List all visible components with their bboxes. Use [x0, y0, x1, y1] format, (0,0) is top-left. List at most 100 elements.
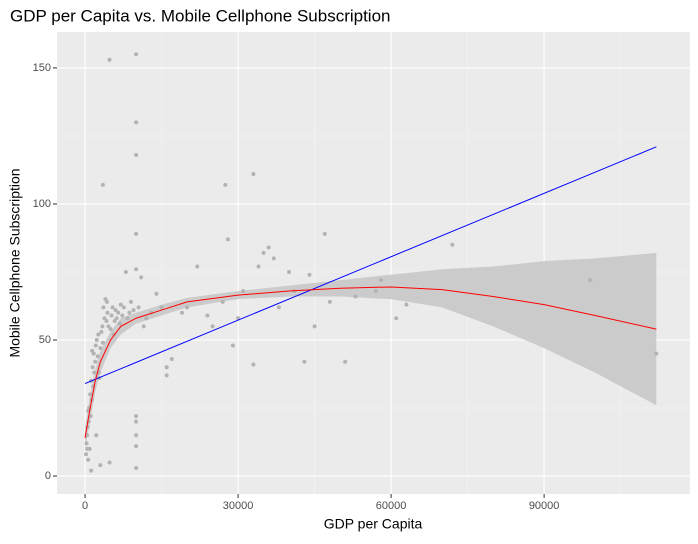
point: [251, 172, 256, 177]
point: [343, 359, 348, 364]
point: [86, 457, 91, 462]
point: [404, 302, 409, 307]
point: [302, 359, 307, 364]
x-tick-label: 0: [82, 500, 88, 512]
point: [134, 267, 139, 272]
point: [100, 324, 105, 329]
point: [107, 57, 112, 62]
point: [134, 433, 139, 438]
point: [113, 308, 118, 313]
point: [109, 313, 114, 318]
point: [93, 343, 98, 348]
point: [251, 362, 256, 367]
point: [241, 289, 246, 294]
point: [195, 264, 200, 269]
point: [98, 463, 103, 468]
point: [134, 465, 139, 470]
point: [112, 318, 117, 323]
linear-fit: [84, 146, 657, 384]
point: [102, 316, 107, 321]
point: [101, 305, 106, 310]
point: [266, 245, 271, 250]
x-axis-title: GDP per Capita: [324, 516, 423, 532]
point: [104, 299, 109, 304]
point: [110, 305, 115, 310]
y-tick-label: 0: [45, 470, 51, 482]
point: [394, 316, 399, 321]
point: [121, 305, 126, 310]
point: [128, 299, 133, 304]
x-tick-label: 90000: [529, 500, 560, 512]
point: [111, 332, 116, 337]
point: [134, 120, 139, 125]
point: [164, 365, 169, 370]
point: [230, 343, 235, 348]
point: [353, 294, 358, 299]
point: [90, 365, 95, 370]
point: [373, 289, 378, 294]
plot-layer: [57, 32, 690, 494]
point: [131, 308, 136, 313]
point: [96, 332, 101, 337]
point: [225, 237, 230, 242]
point: [322, 231, 327, 236]
point: [104, 318, 109, 323]
point: [134, 414, 139, 419]
point: [141, 324, 146, 329]
point: [378, 278, 383, 283]
point: [144, 316, 149, 321]
point: [116, 310, 121, 315]
point: [159, 305, 164, 310]
point: [134, 231, 139, 236]
point: [88, 414, 93, 419]
x-tick-label: 60000: [376, 500, 407, 512]
chart-title: GDP per Capita vs. Mobile Cellphone Subs…: [10, 6, 391, 25]
point: [125, 316, 130, 321]
point: [108, 327, 113, 332]
point: [107, 460, 112, 465]
point: [134, 444, 139, 449]
point: [123, 269, 128, 274]
point: [117, 321, 122, 326]
point: [450, 242, 455, 247]
point: [256, 264, 261, 269]
point: [88, 392, 93, 397]
point: [271, 256, 276, 261]
point: [114, 316, 119, 321]
point: [105, 310, 110, 315]
y-tick-label: 50: [39, 334, 51, 346]
point: [205, 313, 210, 318]
point: [100, 182, 105, 187]
smooth-fit: [84, 286, 657, 439]
point: [94, 338, 99, 342]
point: [261, 250, 266, 255]
point: [93, 359, 98, 364]
confidence-band: [85, 252, 657, 449]
point: [134, 152, 139, 157]
point: [327, 299, 332, 304]
y-tick-label: 150: [33, 62, 51, 74]
point: [179, 310, 184, 315]
point: [136, 305, 141, 310]
point: [90, 348, 95, 353]
point: [84, 441, 89, 446]
point: [95, 354, 100, 359]
point: [210, 324, 215, 329]
x-tick-label: 30000: [223, 500, 254, 512]
point: [223, 182, 228, 187]
point: [120, 313, 125, 318]
y-tick-label: 100: [33, 198, 51, 210]
y-axis-title: Mobile Cellphone Subscription: [7, 168, 23, 357]
point: [127, 310, 132, 315]
point: [99, 329, 104, 334]
point: [106, 324, 111, 329]
point: [118, 302, 123, 307]
point: [220, 299, 225, 304]
point: [89, 468, 94, 473]
point: [654, 351, 659, 356]
point: [154, 291, 159, 296]
point: [169, 357, 174, 362]
point: [134, 419, 139, 424]
point: [98, 346, 103, 351]
